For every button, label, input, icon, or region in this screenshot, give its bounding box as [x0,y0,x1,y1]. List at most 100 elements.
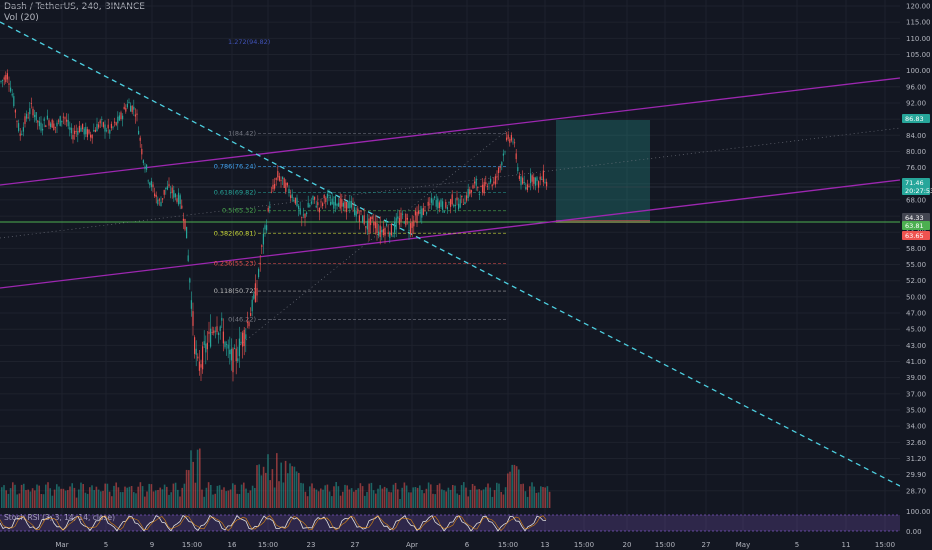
candle-body [528,185,530,187]
candle-body [379,225,381,237]
time-tick: 15:00 [655,541,675,549]
volume-bar [454,485,456,508]
candle-body [154,193,156,197]
candle-body [237,358,239,362]
candle-body [46,115,48,120]
symbol-title[interactable]: Dash / TetherUS, 240, BINANCE [4,2,145,12]
candle-body [203,341,205,345]
candle-body [166,186,168,190]
candle-body [88,129,90,134]
volume-bar [504,487,507,508]
candle-body [58,120,60,122]
volume-bar [25,490,27,508]
candle-body [498,167,500,173]
candle-body [85,126,87,135]
channel-lower-line [0,179,901,289]
candle-body [10,87,12,92]
time-tick: 27 [702,541,711,549]
volume-bar [73,487,76,508]
volume-bar [45,484,47,508]
volume-bar [5,490,7,508]
volume-bar [474,485,476,508]
volume-bar [212,494,214,508]
volume-bar [49,488,51,508]
candle-body [453,204,455,207]
candle-body [301,217,303,218]
stoch-tick: 100.00 [906,508,931,516]
volume-bar [476,489,478,508]
candle-body [338,202,340,207]
volume-bar [174,482,177,508]
candle-body [173,190,175,198]
price-badge [902,231,930,240]
candle-body [533,177,535,184]
volume-bar [269,480,271,508]
volume-bar [155,490,157,508]
fib-label: 1(84.42) [228,130,256,138]
candle-body [360,210,362,212]
volume-bar [478,489,480,508]
volume-bar [392,484,395,508]
volume-bar [353,491,355,508]
volume-bar [89,487,91,508]
candle-body [525,187,527,190]
candle-body [421,208,423,218]
candle-body [509,139,511,143]
candle-body [336,204,338,206]
price-tick: 43.00 [906,342,926,350]
volume-bar [487,483,489,508]
candle-body [299,208,301,215]
volume-bar [27,489,29,508]
candle-body [130,105,132,112]
volume-bar [62,488,65,508]
candle-body [178,192,180,205]
volume-bar [507,473,509,508]
time-tick: Apr [406,541,418,549]
price-tick: 31.20 [906,455,926,463]
price-axis-bg [900,0,932,550]
candle-body [234,348,236,349]
volume-indicator-label[interactable]: Vol (20) [4,13,39,23]
candle-body [518,175,520,179]
volume-bar [216,485,219,508]
candle-body [101,119,103,120]
volume-bar [471,484,474,508]
candle-body [517,167,519,171]
price-badge [902,178,930,187]
volume-bar [482,489,485,508]
volume-bar [320,488,322,508]
time-tick: 16 [228,541,237,549]
volume-bar [324,485,326,508]
candle-body [250,313,252,317]
volume-bar [12,482,14,508]
candle-body [213,330,215,334]
candle-body [310,201,312,204]
volume-bar [124,486,126,508]
candle-body [232,348,234,373]
candle-body [14,109,16,113]
volume-bar [161,489,164,508]
time-tick: 15:00 [574,541,594,549]
volume-bar [152,491,155,508]
volume-bar [502,494,505,508]
candle-body [317,202,319,206]
stoch-rsi-label[interactable]: Stoch RSI (3, 3, 14, 14, close) [4,513,115,522]
volume-bar [531,482,533,508]
candle-body [478,194,480,195]
time-tick: May [736,541,750,549]
volume-bar [368,483,370,508]
candle-body [72,135,74,140]
candle-body [30,103,32,104]
volume-bar [331,496,333,508]
volume-bar [227,490,230,508]
candle-body [62,116,64,118]
candle-body [229,349,231,355]
candle-body [91,134,93,139]
volume-bar [234,484,236,508]
time-tick: 15:00 [498,541,518,549]
time-tick: 23 [307,541,316,549]
candle-body [261,245,263,247]
volume-bar [80,482,82,508]
candle-body [125,107,127,112]
